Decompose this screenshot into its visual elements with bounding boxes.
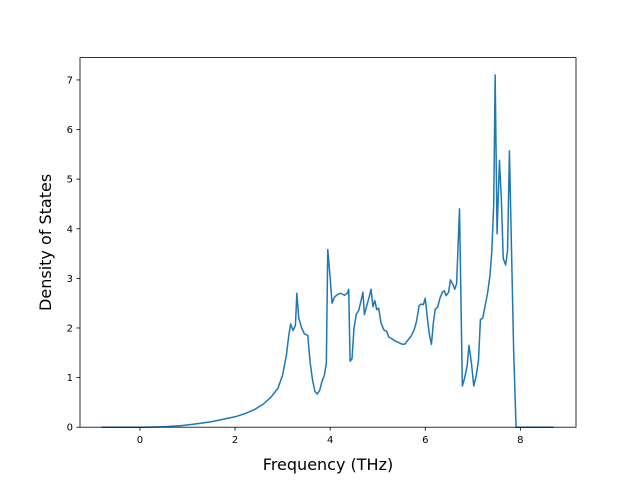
x-tick-label: 0 [137, 435, 143, 446]
y-axis-label: Density of States [36, 174, 55, 311]
y-tick-label: 3 [67, 274, 73, 285]
y-tick-label: 1 [67, 373, 73, 384]
y-tick-label: 4 [67, 224, 73, 235]
x-tick-label: 6 [422, 435, 428, 446]
y-tick-label: 5 [67, 175, 73, 186]
y-tick-label: 6 [67, 125, 73, 136]
x-axis-label: Frequency (THz) [263, 455, 393, 474]
axis-ticks: 0 2 4 6 8 0 1 2 3 4 5 6 7 [67, 75, 524, 446]
x-tick-label: 2 [232, 435, 238, 446]
y-tick-label: 0 [67, 423, 73, 434]
plot-background [80, 57, 576, 428]
x-tick-label: 8 [517, 435, 523, 446]
plot-frame [79, 57, 577, 428]
y-tick-label: 7 [67, 75, 73, 86]
x-tick-label: 4 [327, 435, 333, 446]
series-line-dos [101, 74, 554, 428]
y-tick-label: 2 [67, 323, 73, 334]
